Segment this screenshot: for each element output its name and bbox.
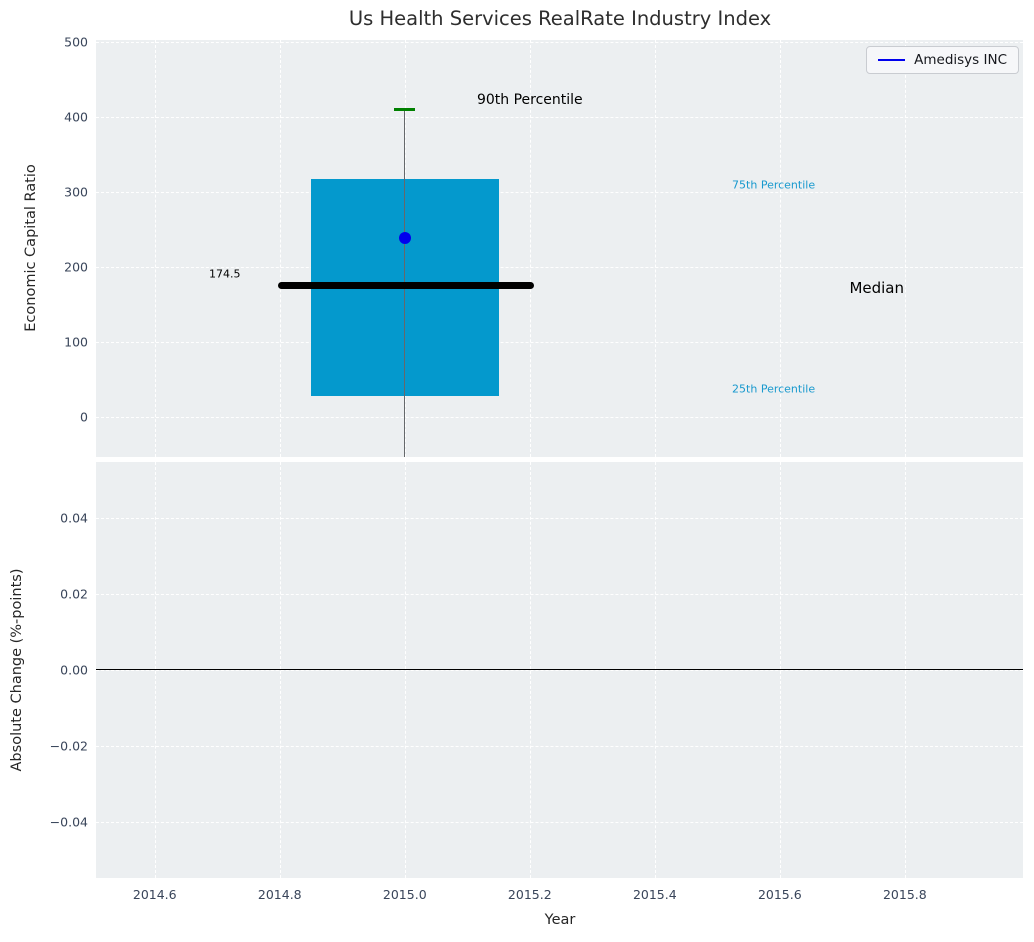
bottom-y-axis-label: Absolute Change (%-points) (9, 568, 25, 772)
v-gridline (279, 40, 281, 457)
annotation: 25th Percentile (732, 382, 816, 396)
y-tick-label: 100 (64, 334, 88, 349)
p90-cap (394, 107, 416, 111)
zero-line (96, 669, 1023, 671)
annotation: 90th Percentile (476, 92, 583, 108)
x-tick-label: 2015.8 (882, 887, 927, 902)
v-gridline (529, 40, 531, 457)
y-tick-label: −0.02 (49, 738, 88, 754)
y-tick-label: 500 (64, 34, 88, 49)
y-tick-label: 0.04 (60, 510, 88, 526)
legend-line-sample-icon (878, 59, 906, 61)
bottom-plot-area (96, 462, 1023, 878)
h-gridline (96, 416, 1023, 418)
chart-title: Us Health Services RealRate Industry Ind… (348, 7, 772, 30)
h-gridline (96, 116, 1023, 118)
median-line (277, 282, 534, 290)
x-tick-label: 2014.8 (257, 887, 302, 902)
y-tick-label: 200 (64, 259, 88, 274)
y-tick-label: 300 (64, 184, 88, 199)
annotation: 174.5 (209, 267, 241, 281)
x-tick-label: 2014.6 (132, 887, 177, 902)
v-gridline (154, 40, 156, 457)
v-gridline (779, 40, 781, 457)
annotation: 75th Percentile (732, 178, 816, 192)
h-gridline (96, 41, 1023, 43)
v-gridline (654, 40, 656, 457)
h-gridline (96, 341, 1023, 343)
x-tick-label: 2015.2 (507, 887, 552, 902)
company-data-point (398, 232, 411, 244)
top-y-axis-label: Economic Capital Ratio (23, 164, 39, 332)
annotation: Median (849, 279, 904, 298)
x-tick-label: 2015.6 (757, 887, 802, 902)
h-gridline (96, 517, 1023, 519)
h-gridline (96, 191, 1023, 193)
h-gridline (96, 746, 1023, 748)
h-gridline (96, 670, 1023, 671)
v-gridline (904, 40, 906, 457)
x-tick-label: 2015.0 (382, 887, 427, 902)
legend-label: Amedisys INC (914, 52, 1007, 68)
top-plot-area (96, 40, 1023, 457)
y-tick-label: −0.04 (49, 814, 88, 830)
y-tick-label: 400 (64, 109, 88, 124)
h-gridline (96, 593, 1023, 595)
y-tick-label: 0 (80, 409, 88, 424)
h-gridline (96, 266, 1023, 268)
y-tick-label: 0.02 (60, 586, 88, 602)
legend: Amedisys INC (866, 46, 1019, 74)
x-tick-label: 2015.4 (632, 887, 677, 902)
x-axis-label: Year (544, 912, 576, 928)
h-gridline (96, 822, 1023, 824)
y-tick-label: 0.00 (60, 662, 88, 678)
